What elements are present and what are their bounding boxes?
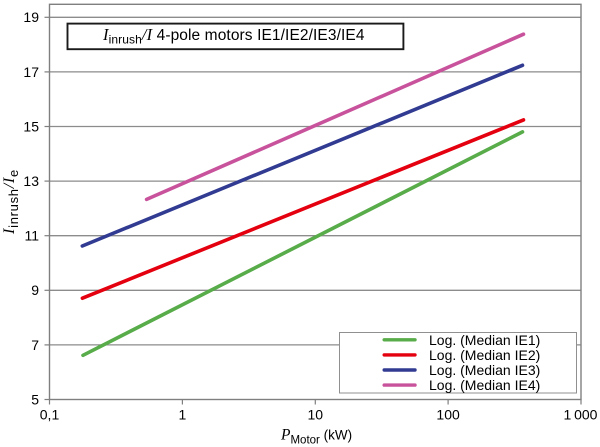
svg-text:Iinrush/I 4-pole motors IE1/IE: Iinrush/I 4-pole motors IE1/IE2/IE3/IE4 (102, 25, 365, 47)
svg-text:11: 11 (24, 228, 39, 244)
svg-text:17: 17 (23, 64, 39, 80)
svg-text:1 000: 1 000 (564, 407, 598, 423)
svg-text:Log. (Median IE2): Log. (Median IE2) (429, 347, 540, 363)
svg-text:19: 19 (23, 9, 39, 25)
svg-text:Log. (Median IE1): Log. (Median IE1) (429, 332, 540, 348)
svg-text:9: 9 (31, 282, 39, 298)
svg-text:10: 10 (308, 407, 324, 423)
svg-text:100: 100 (436, 407, 460, 423)
svg-text:Log. (Median IE4): Log. (Median IE4) (429, 377, 540, 393)
svg-text:1: 1 (179, 407, 187, 423)
svg-text:PMotor (kW): PMotor (kW) (280, 427, 352, 447)
svg-text:7: 7 (31, 337, 39, 353)
svg-text:15: 15 (23, 118, 39, 134)
svg-text:Iinrush/Ie: Iinrush/Ie (0, 169, 21, 235)
svg-text:13: 13 (23, 173, 39, 189)
svg-text:Log. (Median IE3): Log. (Median IE3) (429, 362, 540, 378)
svg-text:0,1: 0,1 (40, 407, 60, 423)
svg-text:5: 5 (31, 391, 39, 407)
